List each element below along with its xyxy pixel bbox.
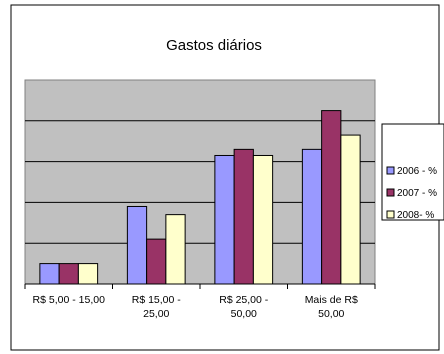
bars [39, 110, 361, 285]
legend-swatch [386, 188, 395, 197]
x-tick-label: R$ 25,00 -50,00 [219, 294, 269, 320]
x-axis-ticks [24, 284, 376, 289]
bar-1-4 [301, 148, 323, 285]
legend-items: 2006 - % 2007 - % 2008- % [386, 166, 437, 221]
legend-swatch [386, 210, 395, 219]
bar-1-1 [39, 263, 60, 285]
legend-label: 2007 - % [397, 188, 437, 199]
x-tick-label: R$ 15,00 -25,00 [132, 294, 182, 320]
bar-1-3 [214, 154, 235, 285]
bar-3-1 [77, 263, 99, 285]
bar-2-2 [146, 238, 167, 285]
bar-2-3 [233, 148, 254, 285]
legend-label: 2008- % [397, 210, 434, 221]
x-tick-label: Mais de R$ 50,00 [305, 294, 358, 320]
bar-1-2 [126, 205, 148, 285]
x-tick-label: R$ 5,00 - 15,00 [33, 294, 106, 306]
bar-2-4 [321, 110, 342, 285]
legend-swatch [386, 166, 395, 175]
bar-3-4 [340, 134, 361, 285]
x-axis-labels: R$ 5,00 - 15,00 R$ 15,00 -25,00 R$ 25,00 -… [33, 294, 358, 320]
bar-3-3 [252, 154, 274, 285]
legend: 2006 - % 2007 - % 2008- % [381, 123, 444, 221]
bar-3-2 [165, 214, 186, 285]
chart-title: Gastos diários [166, 37, 262, 54]
bar-2-1 [58, 263, 79, 285]
legend-label: 2006 - % [397, 166, 437, 177]
